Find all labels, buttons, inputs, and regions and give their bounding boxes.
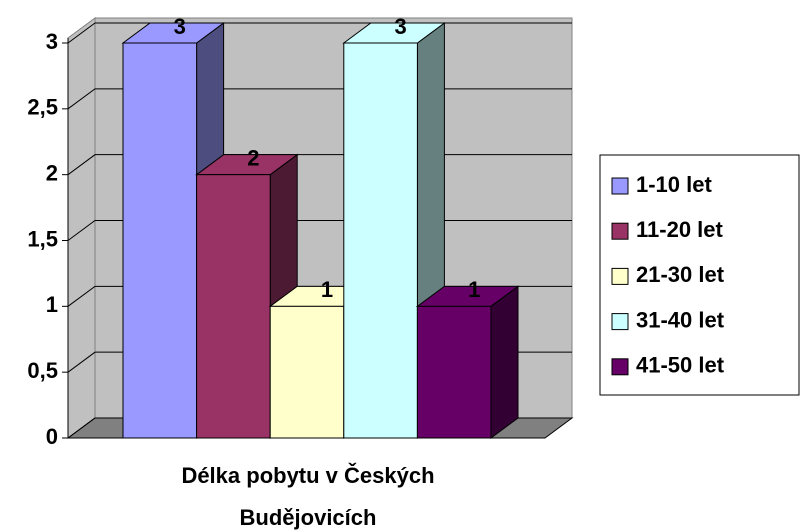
value-label: 3 xyxy=(394,14,406,39)
bar xyxy=(269,305,345,439)
y-tick-label: 0 xyxy=(46,424,58,449)
value-label: 1 xyxy=(468,277,480,302)
value-label: 3 xyxy=(174,14,186,39)
side-wall xyxy=(67,17,96,439)
y-tick-label: 1,5 xyxy=(27,226,58,251)
legend-swatch xyxy=(611,267,629,285)
legend xyxy=(599,154,800,396)
bar xyxy=(196,174,271,439)
legend-swatch xyxy=(611,222,629,240)
value-label: 1 xyxy=(321,277,333,302)
legend-swatch xyxy=(611,177,629,195)
y-tick-label: 3 xyxy=(46,29,58,54)
y-tick-label: 1 xyxy=(46,292,58,317)
legend-label: 11-20 let xyxy=(636,217,724,242)
bar xyxy=(122,42,198,439)
legend-swatch xyxy=(611,358,629,376)
bar xyxy=(343,42,418,439)
value-label: 2 xyxy=(247,145,259,170)
legend-swatch xyxy=(611,313,629,331)
y-tick-label: 2 xyxy=(46,160,58,185)
legend-items: 1-10 let 11-20 let 21-30 let 31-40 let 41-50… xyxy=(611,172,725,378)
legend-label: 21-30 let xyxy=(636,262,725,287)
y-tick-label: 0,5 xyxy=(27,358,58,383)
y-tick-label: 2,5 xyxy=(27,95,58,120)
bars xyxy=(121,22,520,439)
legend-label: 1-10 let xyxy=(636,172,712,197)
x-category-label: Délka pobytu v Českých Budějovicích xyxy=(181,463,435,530)
bar-side xyxy=(490,285,519,439)
legend-label: 31-40 let xyxy=(636,307,725,332)
bar xyxy=(416,305,492,439)
legend-label: 41-50 let xyxy=(636,353,725,378)
